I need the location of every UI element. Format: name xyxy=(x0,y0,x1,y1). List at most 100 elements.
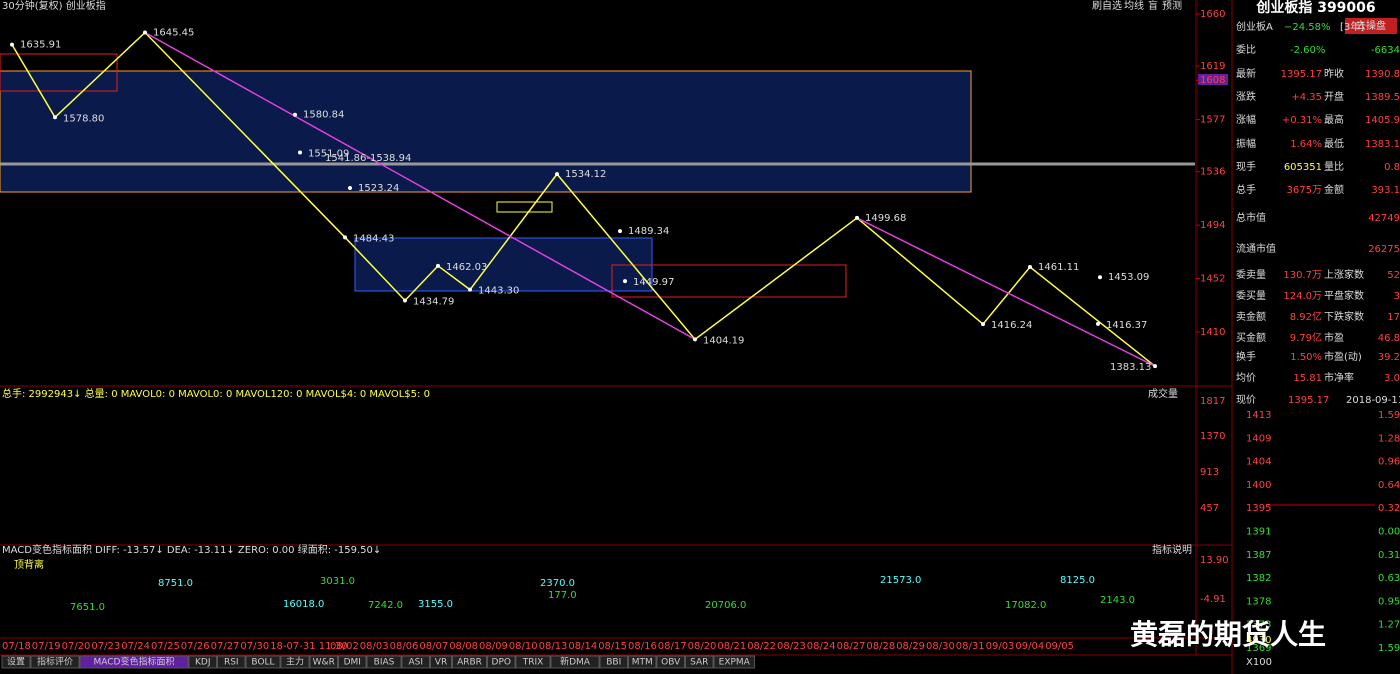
tab-bg[interactable] xyxy=(487,655,516,669)
toolbar-button[interactable]: 刷自选 xyxy=(1092,0,1122,12)
tick-highlight xyxy=(1198,74,1228,85)
tab-bg[interactable] xyxy=(656,655,685,669)
tab[interactable]: 主力 xyxy=(286,656,304,668)
label: 2018-09-11 xyxy=(1346,395,1400,406)
tab[interactable]: KDJ xyxy=(195,658,211,668)
tab-bg[interactable] xyxy=(79,655,189,669)
y-tick-label: -4.91 xyxy=(1200,594,1226,605)
tab[interactable]: EXPMA xyxy=(719,658,751,668)
tab[interactable]: VR xyxy=(435,658,447,668)
pivot xyxy=(10,42,14,47)
label: 下跌家数 xyxy=(1324,310,1364,323)
x-tick-label: 08/24 xyxy=(807,641,836,652)
pivot-label: 1449.97 xyxy=(633,277,674,288)
pivot-label: 1645.45 xyxy=(153,28,194,39)
area-label: 7651.0 xyxy=(70,602,105,613)
tab-bg[interactable] xyxy=(685,655,714,669)
x-tick-label: 08/17 xyxy=(658,641,687,652)
tab-bg[interactable] xyxy=(515,655,551,669)
mini-tick: 0.00% xyxy=(1378,527,1400,538)
tab-bg[interactable] xyxy=(713,655,755,669)
tab[interactable]: DMI xyxy=(344,658,361,668)
button-bg[interactable] xyxy=(1345,18,1397,34)
tab-bg[interactable] xyxy=(217,655,246,669)
tab-bg[interactable] xyxy=(280,655,310,669)
label: 昨收 xyxy=(1324,67,1344,80)
tab[interactable]: MTM xyxy=(632,658,653,668)
mini-tick: 1.59% xyxy=(1378,643,1400,654)
tab[interactable]: OBV xyxy=(661,658,681,668)
tab-bg[interactable] xyxy=(1,655,31,669)
toolbar-button[interactable]: 预测 xyxy=(1162,0,1182,12)
tab[interactable]: 指标评价 xyxy=(37,656,73,668)
x-tick-label: 07/23 xyxy=(91,641,120,652)
tab-bg[interactable] xyxy=(338,655,367,669)
x-tick-label: 08/06 xyxy=(390,641,419,652)
watermark: 黄磊的期货人生 xyxy=(1130,618,1326,651)
tab-bg[interactable] xyxy=(245,655,281,669)
mini-tick: 1413 xyxy=(1246,410,1271,421)
y-tick-label: 1494 xyxy=(1200,220,1225,231)
tab[interactable]: ASI xyxy=(408,658,423,668)
tab[interactable]: BIAS xyxy=(374,658,395,668)
zone-box xyxy=(496,201,553,213)
label: 市净率 xyxy=(1324,371,1354,384)
tab-bg[interactable] xyxy=(188,655,217,669)
value: 1395.17 xyxy=(1288,395,1329,406)
tab[interactable]: RSI xyxy=(224,658,239,668)
pivot xyxy=(53,115,57,120)
label: 涨幅 xyxy=(1236,113,1256,126)
mini-tick: 1382 xyxy=(1246,573,1271,584)
tab-bg[interactable] xyxy=(628,655,657,669)
pivot xyxy=(623,279,627,284)
tab-bg[interactable] xyxy=(430,655,452,669)
tab[interactable]: W&R xyxy=(313,658,335,668)
pivot-label: 1499.68 xyxy=(865,213,906,224)
tab[interactable]: 设置 xyxy=(7,657,25,668)
tab[interactable]: BBI xyxy=(606,658,621,668)
toolbar-button[interactable]: 均线 xyxy=(1124,0,1144,12)
label: 平盘家数 xyxy=(1324,289,1364,302)
label: 创业板A xyxy=(1236,20,1273,33)
x-tick-label: 08/10 xyxy=(509,641,538,652)
tab-bg[interactable] xyxy=(401,655,430,669)
mini-tick: 1.28% xyxy=(1378,433,1400,444)
button[interactable]: 指标说明 xyxy=(1152,543,1192,556)
pivot-label: 1416.24 xyxy=(991,320,1032,331)
x-tick-label: 08/09 xyxy=(479,641,508,652)
tab-bg[interactable] xyxy=(452,655,487,669)
x-tick-label: 08/22 xyxy=(747,641,776,652)
tab[interactable]: MACD变色指标面积 xyxy=(94,656,175,668)
tab-bg[interactable] xyxy=(599,655,628,669)
tab[interactable]: SAR xyxy=(690,658,708,668)
pivot-label: 1551.09 xyxy=(308,149,349,160)
tab-bg[interactable] xyxy=(30,655,80,669)
tab[interactable]: ARBR xyxy=(457,658,482,668)
value: 39.2 xyxy=(1378,352,1400,363)
pivot xyxy=(618,229,622,234)
mini-tick: 0.96% xyxy=(1378,457,1400,468)
x-tick-label: 08/15 xyxy=(598,641,627,652)
value: 1395.17 xyxy=(1281,69,1322,80)
selector[interactable]: 成交量 xyxy=(1148,387,1178,400)
toolbar-button[interactable]: 盲 xyxy=(1148,0,1158,12)
button[interactable]: 去操盘 xyxy=(1356,19,1386,32)
tab-bg[interactable] xyxy=(550,655,600,669)
tab[interactable]: DPO xyxy=(492,658,511,668)
label: 总手 xyxy=(1236,183,1256,196)
x-tick-label: 07/18 xyxy=(2,641,31,652)
pivot-label: 1416.37 xyxy=(1106,320,1147,331)
y-tick-label: 1370 xyxy=(1200,431,1225,442)
x-tick-label: 08/08 xyxy=(449,641,478,652)
tab[interactable]: 新DMA xyxy=(560,656,591,668)
tab[interactable]: BOLL xyxy=(251,658,274,668)
tab[interactable]: TRIX xyxy=(522,658,544,668)
trend-line xyxy=(144,31,696,341)
tab-bg[interactable] xyxy=(309,655,338,669)
pivot-label: 1461.11 xyxy=(1038,262,1079,273)
tab-bg[interactable] xyxy=(366,655,402,669)
x-tick-label: 08/07 xyxy=(419,641,448,652)
area-label: 177.0 xyxy=(548,590,577,601)
pivot xyxy=(293,112,297,117)
x-tick-label: 18-07-31 11:30 xyxy=(270,641,347,652)
